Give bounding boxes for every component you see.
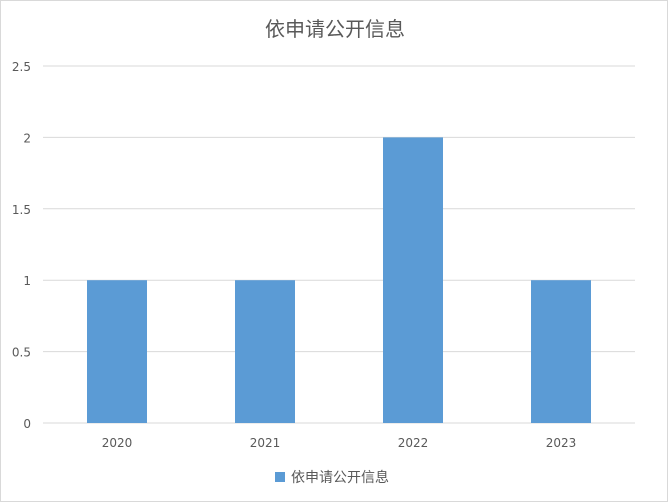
y-tick-label: 1.5	[12, 203, 31, 217]
x-tick-label: 2022	[398, 436, 429, 450]
bar-2022	[383, 137, 443, 423]
y-tick-label: 2.5	[12, 60, 31, 74]
bar-2020	[87, 280, 147, 423]
y-tick-label: 2	[23, 131, 31, 145]
bar-2023	[531, 280, 591, 423]
legend-swatch	[275, 472, 285, 482]
x-tick-label: 2023	[546, 436, 577, 450]
y-tick-label: 1	[23, 274, 31, 288]
x-tick-label: 2020	[102, 436, 133, 450]
legend-label: 依申请公开信息	[291, 469, 389, 486]
chart-title: 依申请公开信息	[265, 17, 405, 41]
y-tick-label: 0.5	[12, 346, 31, 360]
y-tick-label: 0	[23, 417, 31, 431]
bar-2021	[235, 280, 295, 423]
x-tick-label: 2021	[250, 436, 281, 450]
